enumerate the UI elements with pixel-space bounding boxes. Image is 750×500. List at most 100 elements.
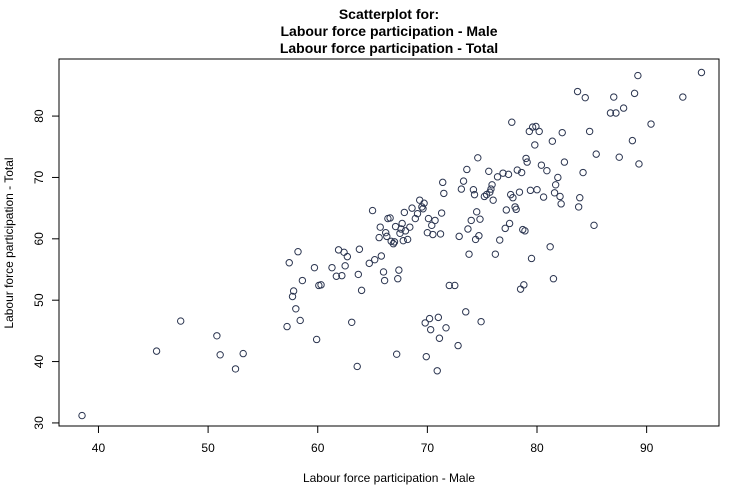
data-point bbox=[328, 263, 336, 272]
data-point bbox=[496, 236, 504, 244]
data-point bbox=[574, 203, 583, 211]
data-points bbox=[78, 68, 706, 420]
data-point bbox=[491, 250, 500, 258]
data-point bbox=[520, 281, 528, 289]
data-point bbox=[499, 169, 507, 177]
data-point bbox=[535, 127, 543, 136]
data-point bbox=[475, 232, 483, 240]
data-point bbox=[581, 93, 589, 102]
data-point bbox=[635, 160, 643, 168]
data-point bbox=[216, 351, 224, 359]
data-point bbox=[585, 127, 594, 136]
x-axis-label: Labour force participation - Male bbox=[303, 471, 475, 485]
data-point bbox=[469, 186, 478, 194]
data-point bbox=[426, 325, 435, 334]
data-point bbox=[615, 153, 623, 161]
data-point bbox=[606, 109, 615, 117]
y-tick-label: 80 bbox=[32, 109, 46, 123]
data-point bbox=[399, 236, 407, 245]
x-tick-label: 70 bbox=[421, 441, 435, 455]
data-point bbox=[485, 167, 493, 176]
data-point bbox=[390, 238, 399, 246]
data-point bbox=[289, 287, 298, 295]
data-point bbox=[376, 223, 384, 231]
data-point bbox=[397, 225, 405, 233]
data-point bbox=[539, 193, 548, 201]
data-point bbox=[465, 250, 473, 258]
data-point bbox=[434, 313, 443, 322]
data-point bbox=[408, 204, 416, 212]
data-point bbox=[476, 215, 484, 223]
data-point bbox=[429, 230, 437, 239]
data-point bbox=[425, 314, 434, 323]
data-point bbox=[546, 243, 554, 251]
data-point bbox=[375, 233, 383, 242]
data-point bbox=[512, 205, 520, 214]
data-point bbox=[357, 286, 366, 295]
data-point bbox=[419, 205, 427, 213]
data-point bbox=[477, 317, 485, 326]
data-point bbox=[628, 136, 637, 145]
data-point bbox=[487, 185, 495, 193]
data-point bbox=[176, 317, 185, 325]
data-point bbox=[343, 252, 352, 261]
data-point bbox=[371, 255, 379, 264]
data-point bbox=[557, 200, 565, 208]
data-point bbox=[239, 349, 247, 358]
data-point bbox=[509, 193, 517, 202]
data-point bbox=[341, 262, 349, 270]
y-tick-label: 50 bbox=[32, 293, 46, 307]
data-point bbox=[292, 305, 300, 313]
data-point bbox=[647, 120, 655, 128]
data-point bbox=[418, 203, 426, 211]
x-tick-label: 60 bbox=[311, 441, 325, 455]
data-point bbox=[467, 216, 475, 225]
data-point bbox=[422, 352, 430, 361]
data-point bbox=[400, 208, 409, 217]
data-point bbox=[442, 324, 450, 332]
data-point bbox=[382, 228, 390, 237]
data-point bbox=[439, 178, 447, 187]
data-point bbox=[619, 104, 628, 112]
data-point bbox=[551, 181, 560, 189]
data-point bbox=[554, 173, 562, 182]
data-point bbox=[354, 270, 363, 279]
data-point bbox=[470, 190, 479, 199]
chart-title-line-1: Scatterplot for: bbox=[339, 6, 439, 22]
data-point bbox=[310, 263, 319, 272]
data-point bbox=[436, 230, 445, 238]
data-point bbox=[380, 276, 389, 285]
data-point bbox=[332, 272, 341, 280]
data-point bbox=[424, 214, 433, 223]
x-tick-label: 80 bbox=[530, 441, 544, 455]
y-tick-label: 60 bbox=[32, 232, 46, 246]
data-point bbox=[421, 319, 429, 327]
data-point bbox=[386, 214, 394, 222]
data-point bbox=[610, 93, 618, 101]
data-point bbox=[548, 137, 557, 145]
data-point bbox=[560, 158, 569, 166]
y-tick-label: 30 bbox=[32, 416, 46, 430]
x-tick-label: 90 bbox=[640, 441, 654, 455]
data-point bbox=[517, 168, 526, 177]
data-point bbox=[464, 225, 472, 233]
data-point bbox=[697, 68, 706, 77]
data-point bbox=[592, 150, 600, 158]
data-point bbox=[527, 254, 536, 263]
y-axis: 30 40 50 60 70 80 bbox=[32, 109, 60, 430]
data-point bbox=[556, 192, 564, 201]
y-tick-label: 70 bbox=[32, 170, 46, 184]
data-point bbox=[502, 206, 511, 214]
data-point bbox=[455, 232, 463, 241]
data-point bbox=[298, 276, 307, 285]
data-point bbox=[415, 196, 424, 204]
data-point bbox=[296, 316, 304, 325]
plot-frame bbox=[58, 58, 720, 427]
data-point bbox=[531, 141, 539, 149]
data-point bbox=[513, 166, 521, 174]
data-point bbox=[440, 189, 448, 198]
data-point bbox=[413, 209, 422, 218]
data-point bbox=[338, 271, 346, 280]
chart-title-line-2: Labour force participation - Male bbox=[280, 23, 497, 39]
data-point bbox=[394, 275, 402, 283]
